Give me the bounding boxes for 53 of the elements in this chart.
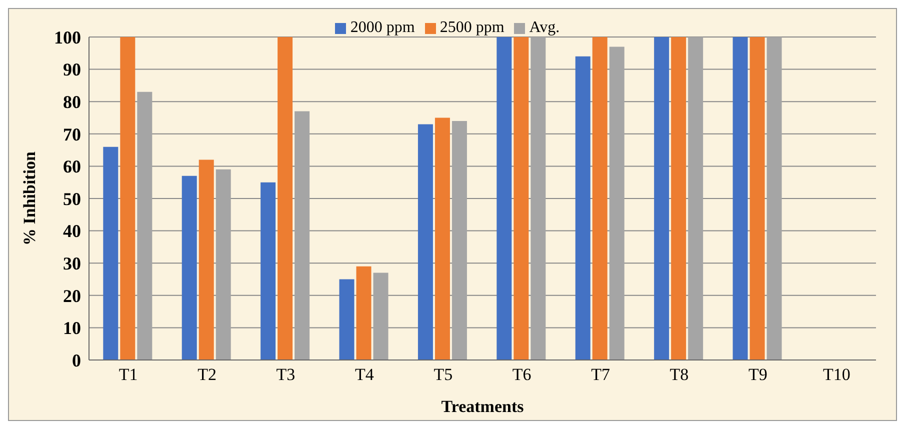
bar <box>182 176 197 360</box>
bar <box>496 37 512 360</box>
x-tick-label: T1 <box>118 365 138 384</box>
bar <box>278 37 293 360</box>
bar <box>356 266 372 360</box>
x-tick-label: T7 <box>591 365 610 384</box>
bar <box>592 37 608 360</box>
y-tick-label: 40 <box>63 221 81 242</box>
bar <box>750 37 765 360</box>
bar <box>452 120 467 360</box>
bar <box>418 124 433 360</box>
bar <box>688 37 704 360</box>
legend-label: 2000 ppm <box>350 19 415 36</box>
y-tick-label: 90 <box>63 60 81 80</box>
y-tick-label: 100 <box>54 27 81 48</box>
y-tick-label: 70 <box>63 124 81 144</box>
bar <box>654 37 670 360</box>
y-tick-label: 20 <box>63 286 81 306</box>
x-tick-label: T5 <box>434 365 453 384</box>
bar <box>103 146 118 360</box>
bar <box>137 92 152 360</box>
bar <box>671 37 686 360</box>
x-tick-label: T4 <box>355 365 374 384</box>
y-tick-label: 0 <box>72 350 81 370</box>
y-tick-label: 50 <box>63 188 81 209</box>
x-tick-label: T10 <box>822 365 850 384</box>
bar <box>609 46 624 360</box>
bar <box>339 279 354 360</box>
x-tick-label: T9 <box>748 365 768 384</box>
bar <box>120 37 136 360</box>
y-tick-label: 80 <box>63 92 81 112</box>
bar <box>373 272 388 360</box>
x-tick-label: T8 <box>670 365 689 384</box>
bar <box>514 37 529 360</box>
x-tick-label: T2 <box>198 365 216 384</box>
y-tick-label: 10 <box>63 318 81 338</box>
x-tick-label: T3 <box>276 365 296 384</box>
legend-label: Avg. <box>529 19 560 36</box>
bar <box>434 118 450 360</box>
bar <box>575 56 590 360</box>
bar <box>260 182 276 360</box>
legend-label: 2500 ppm <box>440 19 504 36</box>
bar <box>216 169 231 360</box>
bar <box>766 37 782 360</box>
y-axis-title: % Inhibition <box>20 150 40 246</box>
y-tick-label: 30 <box>63 253 81 274</box>
x-tick-label: T6 <box>512 365 532 384</box>
bar <box>198 160 214 360</box>
bar <box>294 111 310 360</box>
bar <box>530 37 546 360</box>
y-tick-label: 60 <box>63 156 81 177</box>
bar <box>732 37 748 360</box>
x-axis-title: Treatments <box>441 397 524 416</box>
